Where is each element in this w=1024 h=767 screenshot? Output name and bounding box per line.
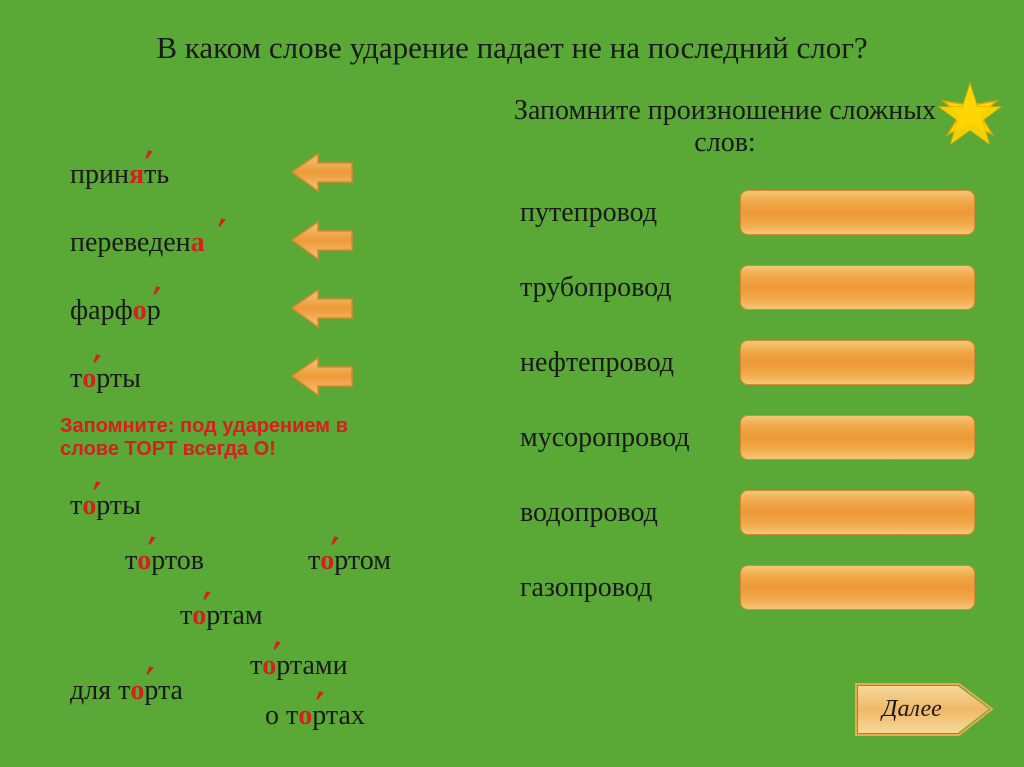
right-word-label: мусоропровод: [520, 422, 740, 454]
word-with-stress: ʹ фарфор: [70, 291, 270, 330]
word-with-stress: ʹ для торта: [70, 675, 183, 707]
word-with-stress: ʹ тортами: [250, 650, 348, 682]
answer-bar[interactable]: [740, 190, 975, 235]
next-button[interactable]: Далее: [854, 682, 994, 737]
word-with-stress: ʹ тортам: [180, 600, 263, 632]
note-line-2: слове ТОРТ всегда О!: [60, 438, 348, 461]
page-title: В каком слове ударение падает не на посл…: [0, 0, 1024, 66]
answer-bar[interactable]: [740, 415, 975, 460]
note-text: Запомните: под ударением в слове ТОРТ вс…: [60, 415, 348, 461]
right-word-label: водопровод: [520, 497, 740, 529]
stressed-letter: о: [133, 295, 147, 326]
arrow-left-icon: [290, 354, 355, 399]
list-item: газопровод: [520, 565, 975, 610]
word-with-stress: ʹ переведена: [70, 223, 270, 262]
word-with-stress: ʹ принять: [70, 155, 270, 194]
list-item: мусоропровод: [520, 415, 975, 460]
answer-bar[interactable]: [740, 340, 975, 385]
right-word-label: трубопровод: [520, 272, 740, 304]
word-with-stress: ʹ тортов: [125, 545, 204, 577]
right-word-label: газопровод: [520, 572, 740, 604]
accent-mark-icon: ʹ: [144, 273, 167, 324]
word-row: ʹ торты: [70, 354, 355, 404]
note-line-1: Запомните: под ударением в: [60, 415, 348, 438]
arrow-left-icon: [290, 150, 355, 195]
next-button-label: Далее: [842, 696, 982, 723]
word-with-stress: ʹ о тортах: [265, 700, 365, 732]
word-with-stress: ʹ торты: [70, 359, 270, 398]
arrow-left-icon: [290, 218, 355, 263]
word-row: ʹ принять: [70, 150, 355, 200]
list-item: путепровод: [520, 190, 975, 235]
accent-mark-icon: ʹ: [209, 205, 232, 256]
word-with-stress: ʹ тортом: [308, 545, 391, 577]
answer-bar[interactable]: [740, 565, 975, 610]
star-icon: [935, 80, 1005, 155]
right-word-label: нефтепровод: [520, 347, 740, 379]
arrow-left-icon: [290, 286, 355, 331]
subtitle: Запомните произношение сложных слов:: [500, 95, 950, 159]
left-words-column: ʹ принять ʹ переведена ʹ фарфор: [70, 150, 355, 422]
right-words-column: путепровод трубопровод нефтепровод мусор…: [520, 190, 975, 640]
answer-bar[interactable]: [740, 265, 975, 310]
right-word-label: путепровод: [520, 197, 740, 229]
list-item: водопровод: [520, 490, 975, 535]
list-item: трубопровод: [520, 265, 975, 310]
word-row: ʹ переведена: [70, 218, 355, 268]
stressed-letter: а: [191, 227, 205, 258]
list-item: нефтепровод: [520, 340, 975, 385]
answer-bar[interactable]: [740, 490, 975, 535]
word-with-stress: ʹ торты: [70, 490, 141, 522]
word-row: ʹ фарфор: [70, 286, 355, 336]
